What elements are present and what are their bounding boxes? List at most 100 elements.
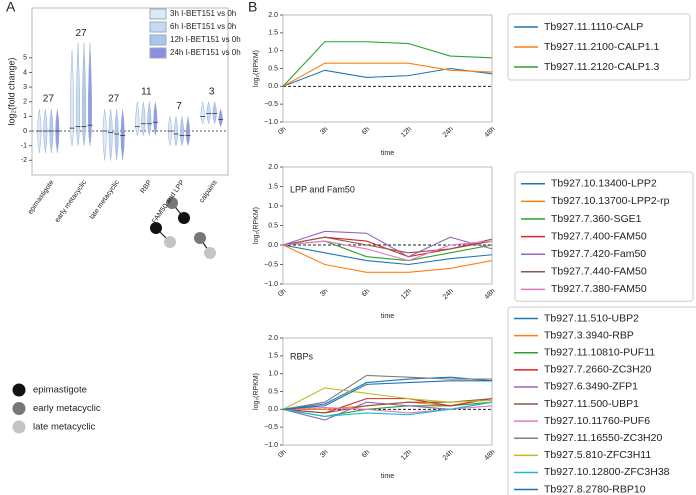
y-tick-label: 2.0: [268, 12, 278, 19]
count-label: 27: [108, 94, 120, 105]
violin: [81, 43, 87, 146]
y-tick-label: 0.5: [268, 222, 278, 229]
legend-label: Tb927.11.1110-CALP: [544, 21, 643, 33]
legend-swatch: [149, 8, 167, 20]
x-tick-label: late metacyclic: [89, 179, 121, 221]
plot-frame: [282, 337, 493, 446]
legend-label: 3h I-BET151 vs 0h: [170, 9, 236, 18]
y-tick-label: 0.5: [268, 388, 278, 395]
violin: [212, 100, 217, 125]
y-tick-label: 1.0: [268, 203, 278, 210]
violin: [141, 101, 146, 137]
legend-label: Tb927.11.510-UBP2: [544, 312, 639, 324]
x-tick-label: 48h: [484, 288, 497, 301]
y-tick-label: 1: [23, 113, 27, 120]
legend-label: Tb927.10.13700-LPP2-rp: [551, 195, 670, 207]
series-line: [282, 240, 493, 262]
y-axis-label: log₂(RPKM): [253, 50, 260, 87]
violin: [173, 116, 179, 147]
series-line: [282, 67, 493, 87]
legend-label: Tb927.11.2100-CALP1.1: [544, 41, 660, 53]
x-tick-label: 24h: [442, 126, 455, 139]
y-tick-label: 1.5: [268, 183, 278, 190]
series-line: [282, 41, 493, 87]
y-tick-label: 3: [23, 84, 27, 91]
series-line: [282, 374, 492, 410]
violin: [147, 101, 152, 137]
y-tick-label: -2: [21, 157, 27, 164]
y-tick-label: 0.0: [268, 406, 278, 413]
violin: [108, 109, 113, 161]
x-tick-label: 6h: [361, 288, 372, 299]
y-tick-label: −1.0: [264, 442, 278, 449]
violin: [135, 101, 140, 137]
panel-label: A: [6, 0, 16, 15]
x-tick-label: 6h: [361, 449, 372, 460]
x-tick-label: 12h: [400, 288, 413, 301]
legend-label: Tb927.11.500-UBP1: [544, 398, 639, 410]
y-tick-label: 2.0: [268, 335, 278, 342]
y-tick-label: 2: [23, 99, 27, 106]
y-axis-label: log₂(fold change): [6, 57, 16, 125]
y-axis-label: log₂(RPKM): [253, 373, 260, 410]
x-tick-label: epimastigote: [27, 179, 56, 216]
legend-label: Tb927.6.3490-ZFP1: [544, 381, 638, 393]
x-axis-label: time: [381, 150, 394, 157]
legend-swatch: [149, 21, 167, 33]
panel-label: B: [248, 0, 257, 15]
count-label: 7: [176, 101, 182, 112]
legend-label: Tb927.8.2780-RBP10: [544, 483, 646, 495]
series-line: [282, 62, 493, 87]
y-tick-label: −0.5: [264, 101, 278, 108]
stage-swatch: [12, 420, 26, 434]
x-tick-label: 12h: [400, 126, 413, 139]
violin: [206, 100, 211, 125]
violin: [69, 50, 75, 146]
x-tick-label: early metacyclic: [54, 179, 89, 224]
stage-diagrams: [150, 197, 216, 259]
y-tick-label: 1.5: [268, 30, 278, 37]
violin: [218, 108, 223, 128]
legend-label: Tb927.7.360-SGE1: [551, 213, 642, 225]
legend-label: 24h I-BET151 vs 0h: [170, 48, 241, 57]
legend-label: Tb927.3.3940-RBP: [544, 329, 634, 341]
x-tick-label: 6h: [361, 126, 372, 137]
y-tick-label: 1.0: [268, 371, 278, 378]
series-line: [282, 236, 493, 254]
count-label: 27: [43, 94, 55, 105]
x-axis-label: time: [381, 313, 394, 320]
x-tick-label: 3h: [319, 449, 330, 460]
y-tick-label: −0.5: [264, 261, 278, 268]
y-tick-label: 1.0: [268, 48, 278, 55]
violin: [102, 109, 107, 161]
series-line: [282, 401, 493, 418]
x-tick-label: 3h: [319, 126, 330, 137]
legend-label: Tb927.7.400-FAM50: [551, 230, 647, 242]
legend-label: Tb927.11.16550-ZC3H20: [544, 432, 662, 444]
legend-label: 6h I-BET151 vs 0h: [170, 22, 236, 31]
series-line: [282, 380, 492, 410]
legend-label: Tb927.7.2660-ZC3H20: [544, 364, 652, 376]
series-line: [282, 230, 493, 258]
y-tick-label: 0.5: [268, 65, 278, 72]
stage-label: late metacyclic: [33, 422, 96, 433]
x-tick-label: 12h: [400, 449, 413, 462]
y-tick-label: −1.0: [264, 281, 278, 288]
x-tick-label: RBP: [139, 179, 153, 195]
legend-label: Tb927.11.2120-CALP1.3: [544, 61, 660, 73]
plot-frame: [31, 7, 229, 176]
series-line: [282, 376, 493, 410]
legend-label: Tb927.7.380-FAM50: [551, 283, 647, 295]
count-label: 27: [75, 28, 87, 39]
legend-box: [507, 306, 696, 495]
legend-label: Tb927.10.11760-PUF6: [544, 415, 650, 427]
chart-title: LPP and Fam50: [290, 184, 355, 194]
legend-swatch: [149, 34, 167, 46]
y-tick-label: 1.5: [268, 353, 278, 360]
x-tick-label: 24h: [442, 449, 455, 462]
stage-label: epimastigote: [33, 385, 87, 396]
chart-title: RBPs: [290, 351, 314, 361]
legend-label: Tb927.10.12800-ZFC3H38: [544, 466, 670, 478]
x-axis-label: time: [381, 473, 394, 480]
